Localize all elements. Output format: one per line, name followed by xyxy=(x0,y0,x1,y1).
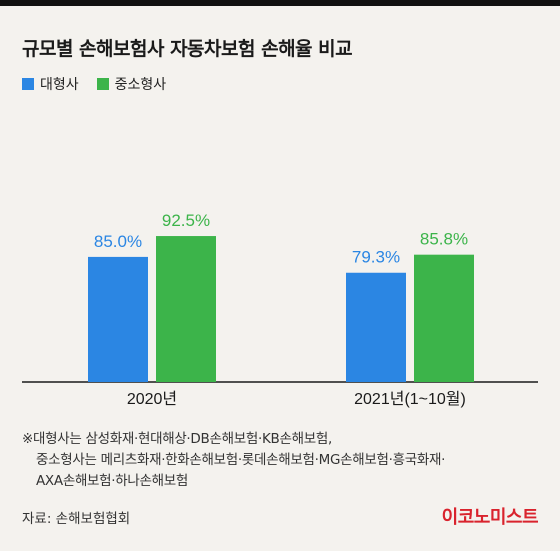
category-label: 2020년 xyxy=(127,390,177,408)
chart-title: 규모별 손해보험사 자동차보험 손해율 비교 xyxy=(22,38,353,60)
bar-small-1 xyxy=(414,254,474,382)
legend-label-small: 중소형사 xyxy=(114,77,167,93)
bar-value-label: 85.0% xyxy=(94,232,142,251)
footnote-line-3: AXA손해보험·하나손해보험 xyxy=(36,473,189,489)
footnote: ※대형사는 삼성화재·현대해상·DB손해보험·KB손해보험, 중소형사는 메리츠… xyxy=(22,429,445,492)
bar-large-1 xyxy=(346,272,406,382)
legend-label-large: 대형사 xyxy=(40,77,79,93)
bar-value-label: 79.3% xyxy=(352,248,400,267)
legend-swatch-large xyxy=(22,78,34,90)
legend: 대형사 중소형사 xyxy=(22,74,184,94)
bar-value-label: 85.8% xyxy=(420,230,468,249)
legend-item-large: 대형사 xyxy=(22,74,79,94)
bar-small-0 xyxy=(156,236,216,382)
footnote-line-2: 중소형사는 메리츠화재·한화손해보험·롯데손해보험·MG손해보험·흥국화재· xyxy=(36,452,446,468)
source-text: 자료: 손해보험협회 xyxy=(22,511,131,527)
top-rule xyxy=(0,0,560,6)
legend-item-small: 중소형사 xyxy=(96,74,167,94)
publisher-logo: 이코노미스트 xyxy=(441,507,539,528)
footnote-line-1: ※대형사는 삼성화재·현대해상·DB손해보험·KB손해보험, xyxy=(22,431,332,447)
legend-swatch-small xyxy=(96,78,109,90)
category-label: 2021년(1~10월) xyxy=(354,390,466,408)
bar-value-label: 92.5% xyxy=(162,211,210,230)
bar-large-0 xyxy=(88,256,148,382)
